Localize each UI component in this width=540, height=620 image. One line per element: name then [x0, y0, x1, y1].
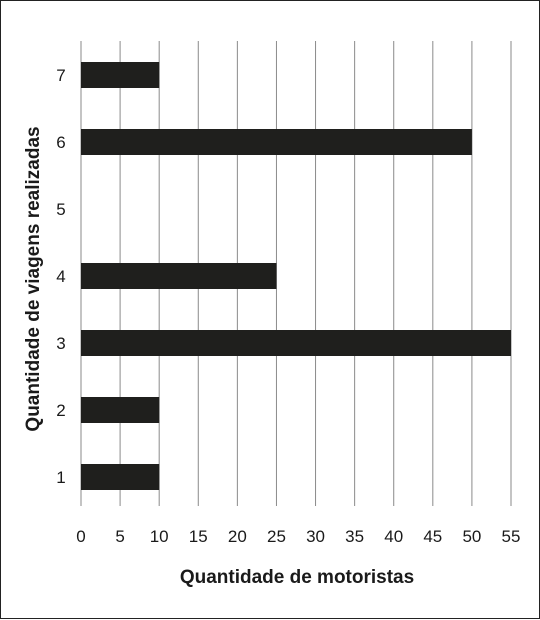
x-tick-label-25: 25	[267, 527, 286, 546]
y-tick-labels: 1 2 3 4 5 6 7	[56, 66, 65, 487]
x-tick-label-55: 55	[502, 527, 521, 546]
x-axis-title: Quantidade de motoristas	[180, 567, 414, 588]
x-tick-label-0: 0	[76, 527, 85, 546]
bar-4	[81, 263, 277, 289]
x-tick-label-5: 5	[115, 527, 124, 546]
x-tick-label-15: 15	[189, 527, 208, 546]
y-tick-label-3: 3	[56, 334, 65, 353]
x-tick-labels: 0 5 10 15 20 25 30 35 40 45 50 55	[76, 527, 520, 546]
bar-6	[81, 129, 472, 155]
bar-7	[81, 62, 160, 88]
y-tick-label-4: 4	[56, 267, 65, 286]
y-tick-label-7: 7	[56, 66, 65, 85]
x-tick-label-35: 35	[345, 527, 364, 546]
x-tick-label-20: 20	[228, 527, 247, 546]
bars	[81, 62, 511, 490]
y-tick-label-5: 5	[56, 200, 65, 219]
y-axis-title: Quantidade de viagens realizadas	[23, 126, 44, 431]
x-tick-label-45: 45	[423, 527, 442, 546]
x-tick-label-10: 10	[150, 527, 169, 546]
y-tick-label-1: 1	[56, 468, 65, 487]
y-tick-label-6: 6	[56, 133, 65, 152]
bar-2	[81, 397, 160, 423]
y-tick-label-2: 2	[56, 401, 65, 420]
bar-3	[81, 330, 511, 356]
x-tick-label-50: 50	[462, 527, 481, 546]
bar-1	[81, 464, 160, 490]
x-tick-label-30: 30	[306, 527, 325, 546]
x-tick-label-40: 40	[384, 527, 403, 546]
